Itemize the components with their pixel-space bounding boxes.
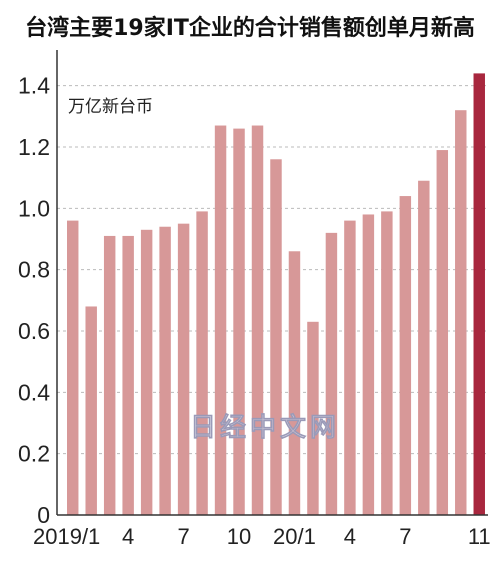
unit-label: 万亿新台币	[68, 97, 153, 116]
bar	[251, 125, 264, 516]
bar	[177, 223, 190, 515]
watermark: 日经中文网	[190, 412, 340, 442]
bar	[381, 211, 393, 515]
bar	[214, 125, 227, 516]
y-tick-label: 0.6	[18, 318, 50, 344]
chart-title: 台湾主要19家IT企业的合计销售额创单月新高	[25, 16, 475, 41]
bar	[436, 150, 449, 516]
x-tick-label: 20/1	[273, 524, 316, 549]
bars	[67, 73, 485, 516]
bar	[325, 232, 338, 515]
bar	[67, 220, 79, 515]
y-tick-label: 1.2	[18, 134, 50, 160]
bar	[159, 226, 171, 515]
bar	[270, 159, 282, 515]
y-tick-label: 0.8	[18, 257, 50, 283]
y-tick-label: 0.4	[18, 379, 50, 405]
y-tick-label: 0.2	[18, 441, 50, 467]
x-tick-label: 7	[177, 524, 189, 549]
bar	[288, 251, 301, 515]
bar	[362, 214, 375, 515]
axes	[56, 50, 488, 516]
bar	[307, 321, 319, 515]
x-tick-label: 7	[399, 524, 411, 549]
y-tick-label: 1.4	[18, 73, 50, 99]
labels: 0 0.2 0.4 0.6 0.8 1.0 1.2 1.4 2019/1 4 7 10 20/1 4 7 11…	[18, 73, 491, 549]
bar	[103, 235, 116, 515]
bar	[455, 110, 467, 515]
bar	[418, 180, 430, 515]
y-tick-label: 0	[37, 502, 50, 528]
bar	[399, 196, 412, 516]
bar	[85, 306, 97, 515]
x-tick-label: 4	[344, 524, 356, 549]
x-tick-label: 10	[227, 524, 251, 549]
bar	[233, 128, 245, 515]
bar	[196, 211, 208, 515]
x-tick-label: 4	[122, 524, 134, 549]
bar	[473, 73, 485, 516]
y-tick-label: 1.0	[18, 195, 50, 221]
bar	[140, 229, 153, 516]
bar	[122, 235, 134, 515]
bar	[344, 220, 356, 515]
x-tick-label: 11	[468, 524, 491, 549]
x-tick-label: 2019/1	[33, 524, 100, 549]
